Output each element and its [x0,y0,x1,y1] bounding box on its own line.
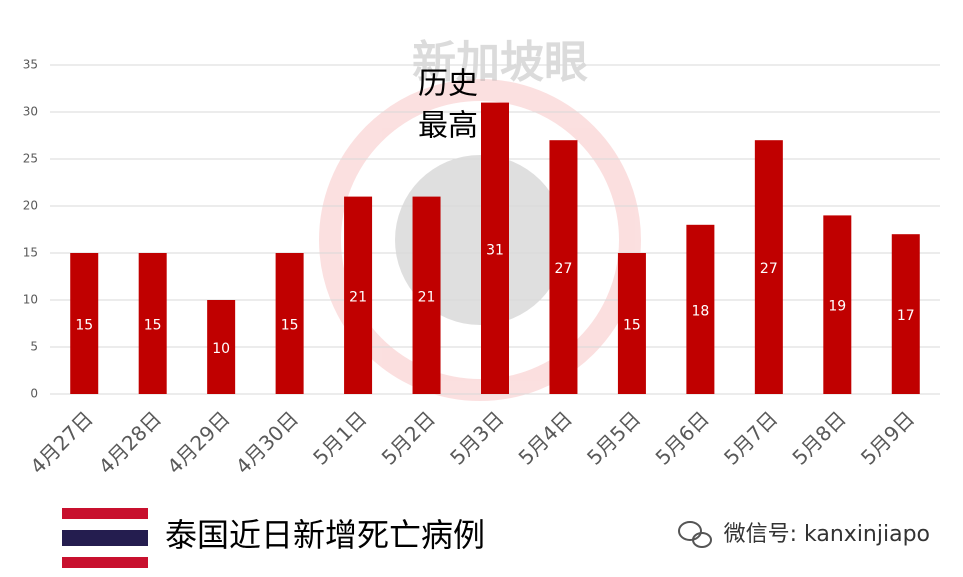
x-tick-label: 5月6日 [651,406,714,469]
data-label: 10 [212,341,230,357]
data-label: 31 [486,242,504,258]
annotation-line: 历史 [418,67,478,102]
annotation-line: 最高 [418,109,478,144]
data-label: 17 [897,308,915,324]
data-label: 15 [281,318,299,334]
bar [138,253,167,394]
bar [686,224,715,394]
x-tick-label: 5月7日 [719,406,782,469]
x-tick-label: 5月8日 [787,406,850,469]
x-tick-label: 5月5日 [582,406,645,469]
watermark-text: 新加坡眼 [412,37,588,88]
bar [207,300,236,394]
x-tick-label: 5月2日 [377,406,440,469]
y-tick-label: 35 [23,58,38,72]
data-label: 27 [555,261,573,277]
bar [754,140,783,394]
bar [617,253,646,394]
x-tick-label: 4月28日 [94,406,166,478]
x-tick-label: 4月30日 [231,406,303,478]
data-label: 15 [75,318,93,334]
x-tick-label: 5月3日 [445,406,508,469]
chart-title: 泰国近日新增死亡病例 [165,516,485,554]
y-tick-label: 15 [23,246,38,260]
bar [549,140,578,394]
y-tick-label: 20 [23,199,38,213]
data-label: 21 [418,289,436,305]
data-label: 27 [760,261,778,277]
thai-flag [62,508,148,568]
y-tick-label: 5 [30,340,38,354]
bar [891,234,920,394]
y-tick-label: 0 [30,387,38,401]
source: 微信号: kanxinjiapo [724,522,930,547]
y-tick-label: 25 [23,152,38,166]
bar [70,253,99,394]
y-tick-label: 10 [23,293,38,307]
wechat-icon [678,521,712,548]
bar [412,196,441,394]
data-label: 19 [828,299,846,315]
bar [344,196,373,394]
watermark-logo [319,79,641,401]
x-tick-label: 4月29日 [162,406,234,478]
x-tick-label: 5月1日 [308,406,371,469]
y-tick-label: 30 [23,105,38,119]
x-tick-label: 5月9日 [856,406,919,469]
data-label: 15 [623,318,641,334]
x-tick-label: 4月27日 [25,406,97,478]
bar [275,253,304,394]
x-tick-label: 5月4日 [514,406,577,469]
data-label: 21 [349,289,367,305]
plot-area: 0 5 10 15 20 25 30 35 4月27日 15 4月28日 15 4月29日 10 4月30日… [23,58,940,479]
bar [823,215,852,394]
data-label: 15 [144,318,162,334]
data-label: 18 [691,303,709,319]
bar [481,102,509,394]
